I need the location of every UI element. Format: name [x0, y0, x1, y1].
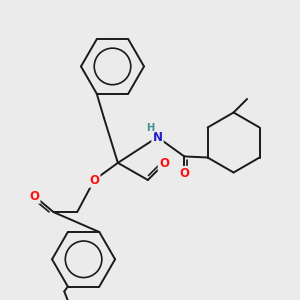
Text: O: O — [179, 167, 189, 180]
Text: N: N — [152, 130, 163, 144]
Text: O: O — [29, 190, 39, 202]
Text: H: H — [146, 122, 154, 133]
Text: O: O — [89, 173, 99, 187]
Text: O: O — [159, 158, 169, 170]
